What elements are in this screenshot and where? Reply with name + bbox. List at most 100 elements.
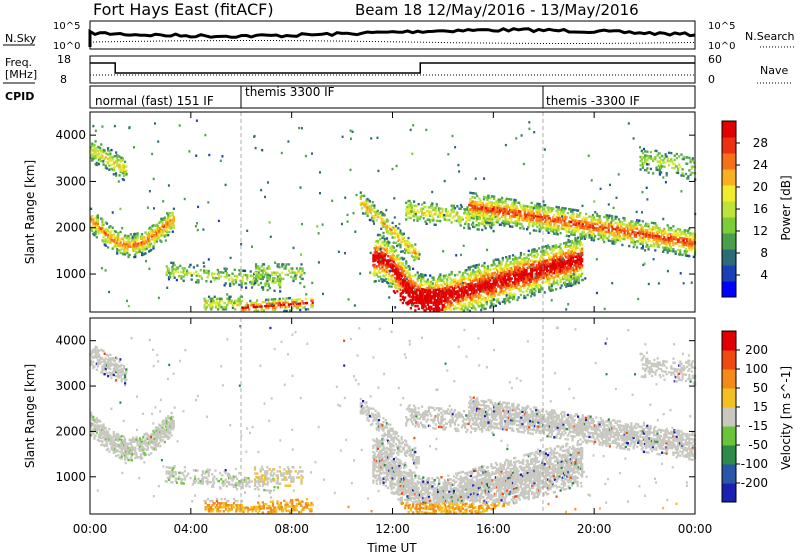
range-gate-cell — [283, 303, 286, 306]
range-gate-cell — [497, 212, 500, 216]
range-gate-cell — [583, 235, 586, 238]
range-gate-cell — [382, 260, 385, 263]
range-gate-cell — [525, 271, 528, 274]
range-gate-cell — [484, 282, 487, 285]
range-gate-cell — [521, 225, 524, 228]
range-gate-cell — [429, 293, 432, 296]
range-gate-cell — [540, 250, 543, 253]
range-gate-cell — [557, 212, 560, 215]
range-gate-cell — [682, 245, 685, 248]
range-gate-cell — [526, 279, 529, 282]
range-gate-cell — [581, 266, 584, 269]
range-gate-cell — [536, 268, 539, 271]
range-gate-cell — [405, 201, 408, 204]
range-gate-cell — [575, 213, 579, 216]
range-gate-cell — [586, 227, 589, 230]
range-gate-cell — [550, 274, 553, 278]
range-gate-cell — [220, 275, 223, 278]
range-gate-cell — [509, 225, 512, 228]
range-gate-cell — [124, 240, 127, 243]
range-gate-cell — [400, 267, 403, 270]
range-gate-cell — [489, 268, 492, 272]
range-gate-cell — [567, 259, 570, 262]
range-gate-cell — [647, 237, 650, 241]
range-gate-cell — [532, 216, 535, 220]
range-gate-cell — [653, 222, 656, 225]
range-gate-cell — [408, 199, 411, 203]
range-gate-cell — [503, 266, 507, 270]
range-gate-cell — [399, 278, 402, 281]
range-gate-cell — [481, 298, 484, 301]
range-gate-cell — [563, 219, 566, 222]
range-gate-cell — [561, 208, 564, 212]
range-gate-cell — [101, 231, 104, 234]
range-gate-cell — [159, 226, 162, 230]
range-gate-cell — [413, 212, 416, 216]
range-gate-cell — [510, 287, 513, 291]
range-gate-cell — [569, 216, 572, 219]
range-gate-cell — [488, 203, 491, 206]
range-gate-cell — [215, 277, 218, 280]
range-gate-cell — [580, 224, 583, 227]
range-gate-cell — [424, 282, 427, 285]
range-gate-cell — [383, 237, 386, 241]
range-gate-cell — [456, 296, 459, 299]
range-gate-cell — [383, 222, 386, 225]
range-gate-cell — [533, 250, 536, 253]
range-gate-cell — [568, 235, 571, 238]
range-gate-cell — [393, 236, 396, 239]
range-gate-cell — [531, 278, 534, 281]
range-gate-cell — [118, 167, 121, 171]
range-gate-cell — [487, 207, 490, 210]
range-gate-cell — [293, 298, 296, 302]
range-gate-cell — [97, 158, 101, 162]
range-gate-cell — [473, 289, 476, 293]
range-gate-cell — [632, 241, 635, 244]
range-gate-cell — [529, 220, 532, 223]
range-gate-cell — [441, 207, 444, 211]
range-gate-cell — [438, 294, 441, 297]
range-gate-cell — [278, 273, 281, 276]
range-gate-cell — [274, 281, 277, 284]
range-gate-cell — [125, 245, 128, 248]
range-gate-cell — [430, 301, 433, 304]
range-gate-cell — [172, 272, 175, 275]
range-gate-cell — [491, 295, 494, 298]
range-gate-cell — [282, 297, 285, 300]
range-gate-cell — [506, 206, 509, 209]
range-gate-cell — [524, 217, 527, 220]
range-gate-cell — [448, 294, 451, 297]
range-gate-cell — [581, 272, 584, 275]
range-gate-cell — [685, 235, 689, 239]
range-gate-cell — [97, 232, 101, 235]
range-gate-cell — [395, 267, 398, 271]
range-gate-cell — [95, 163, 98, 167]
range-gate-cell — [479, 300, 482, 304]
range-gate-cell — [102, 163, 105, 166]
range-gate-cell — [582, 233, 585, 236]
range-gate-cell — [301, 267, 304, 270]
range-gate-cell — [264, 284, 267, 287]
range-gate-cell — [518, 266, 521, 270]
range-gate-cell — [682, 243, 685, 246]
range-gate-cell — [568, 240, 571, 243]
range-gate-cell — [413, 219, 416, 222]
range-gate-cell — [129, 233, 132, 236]
range-gate-cell — [671, 239, 674, 242]
range-gate-cell — [556, 273, 559, 276]
range-gate-cell — [678, 238, 681, 241]
range-gate-cell — [557, 216, 560, 219]
range-gate-cell — [397, 270, 400, 274]
range-gate-cell — [233, 268, 236, 271]
range-gate-cell — [259, 277, 262, 281]
range-gate-cell — [474, 266, 477, 269]
range-gate-cell — [625, 234, 628, 237]
range-gate-cell — [116, 160, 119, 163]
range-gate-cell — [592, 226, 596, 229]
range-gate-cell — [430, 297, 433, 300]
range-gate-cell — [467, 276, 470, 280]
range-gate-cell — [645, 229, 648, 232]
range-gate-cell — [385, 237, 389, 240]
range-gate-cell — [471, 294, 474, 297]
